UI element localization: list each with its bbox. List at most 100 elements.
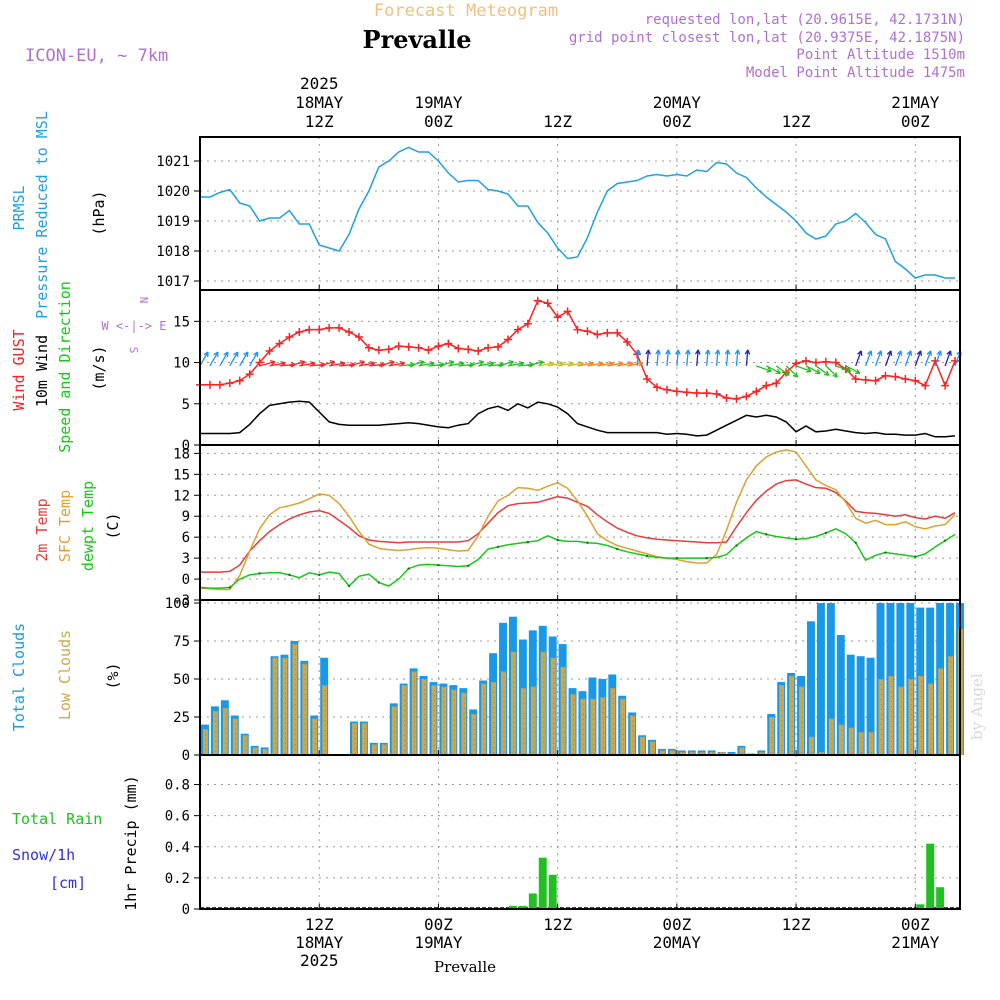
wind-arrow-head bbox=[270, 360, 276, 366]
wind-arrow-head bbox=[538, 360, 544, 366]
gust-marker bbox=[215, 380, 224, 389]
y-tick-label: 12 bbox=[173, 488, 190, 504]
gust-marker bbox=[722, 394, 731, 403]
wind-arrow-head bbox=[784, 370, 790, 376]
gust-marker bbox=[772, 379, 781, 388]
gust-marker bbox=[712, 389, 721, 398]
bottom-time-label: 2025 bbox=[300, 951, 339, 970]
wind-arrow bbox=[865, 350, 872, 367]
low-cloud-bar bbox=[550, 657, 556, 755]
gust-marker bbox=[354, 332, 363, 341]
low-cloud-bar bbox=[381, 744, 387, 755]
low-cloud-bar bbox=[918, 675, 924, 755]
low-cloud-bar bbox=[818, 751, 824, 755]
wind-arrow bbox=[219, 351, 229, 367]
top-time-label: 18MAY bbox=[295, 93, 344, 112]
gust-marker bbox=[394, 342, 403, 351]
y-tick-label: 15 bbox=[173, 467, 190, 483]
total-cloud-bar bbox=[866, 657, 875, 755]
bottom-time-label: 12Z bbox=[305, 915, 334, 934]
rain-bar bbox=[538, 857, 547, 909]
gust-marker bbox=[235, 376, 244, 385]
wind-arrow bbox=[944, 350, 952, 367]
wind-arrow-head bbox=[253, 351, 259, 358]
y-tick-label: 3 bbox=[182, 551, 190, 567]
dewpt-marker bbox=[914, 555, 917, 558]
gust-marker bbox=[951, 356, 960, 365]
wind-arrow bbox=[378, 361, 395, 367]
cloud-label-low: Low Clouds bbox=[56, 630, 74, 720]
wind-arrow-head bbox=[854, 368, 861, 375]
dewpt-marker bbox=[824, 531, 828, 535]
wind-label-10m: 10m Wind bbox=[33, 335, 51, 407]
wind-arrow bbox=[259, 361, 276, 367]
low-cloud-bar bbox=[908, 679, 914, 755]
wind-arrow-head bbox=[866, 350, 873, 356]
gust-marker bbox=[285, 332, 294, 341]
y-tick-label: 1017 bbox=[156, 274, 190, 290]
wind-arrow bbox=[805, 365, 821, 374]
low-cloud-bar bbox=[451, 689, 457, 755]
low-cloud-bar bbox=[501, 671, 506, 755]
low-cloud-bar bbox=[878, 679, 884, 755]
dewpt-marker bbox=[228, 586, 232, 589]
gust-marker bbox=[692, 389, 701, 398]
wind-arrow bbox=[497, 361, 514, 367]
precip-label-cm: [cm] bbox=[50, 874, 86, 892]
gust-marker bbox=[295, 328, 304, 337]
wind-arrow bbox=[706, 349, 709, 366]
dewpt-marker bbox=[794, 538, 798, 541]
wind-arrow-head bbox=[694, 349, 701, 355]
pressure-label-prmsl: PRMSL bbox=[10, 185, 28, 230]
dewpt-marker bbox=[288, 573, 291, 577]
wind-arrow bbox=[686, 349, 689, 366]
pressure-label-unit: (hPa) bbox=[90, 190, 108, 235]
wind-arrow bbox=[329, 362, 346, 367]
wind-arrow-head bbox=[946, 350, 952, 356]
y-tick-label: 15 bbox=[173, 314, 190, 330]
wind-arrow-head bbox=[203, 351, 209, 358]
low-cloud-bar bbox=[679, 751, 685, 755]
wind-arrow-head bbox=[448, 360, 455, 366]
gust-marker bbox=[543, 299, 552, 308]
gust-marker bbox=[533, 296, 542, 305]
gust-marker bbox=[931, 356, 940, 365]
wind-arrow-head bbox=[478, 360, 485, 366]
low-cloud-bar bbox=[650, 741, 655, 755]
low-cloud-bar bbox=[252, 747, 258, 755]
low-cloud-bar bbox=[401, 685, 407, 755]
gust-marker bbox=[672, 387, 681, 396]
gust-marker bbox=[851, 375, 860, 384]
wind-arrow bbox=[756, 365, 772, 372]
low-cloud-bar bbox=[491, 682, 497, 755]
low-cloud-bar bbox=[898, 686, 904, 755]
dewpt-marker bbox=[467, 564, 470, 567]
10m-wind-line bbox=[200, 400, 956, 438]
wind-arrow-head bbox=[714, 349, 721, 355]
wind-arrow bbox=[874, 350, 882, 367]
gust-marker bbox=[682, 388, 691, 397]
low-cloud-bar bbox=[391, 706, 397, 755]
wind-arrow-head bbox=[675, 349, 681, 355]
gust-marker bbox=[652, 383, 661, 392]
dewpt-temp-line bbox=[199, 527, 956, 589]
wind-arrow-head bbox=[916, 350, 923, 356]
bottom-time-label: 21MAY bbox=[891, 933, 940, 952]
gust-marker bbox=[225, 379, 234, 388]
bottom-time-label: 20MAY bbox=[653, 933, 702, 952]
bottom-location: Prevalle bbox=[434, 958, 496, 976]
low-cloud-bar bbox=[719, 751, 725, 755]
sfc-temp-line bbox=[199, 449, 956, 591]
wind-arrow bbox=[319, 361, 335, 367]
low-cloud-bar bbox=[799, 686, 805, 755]
wind-arrow bbox=[646, 349, 650, 366]
y-tick-label: 1019 bbox=[156, 214, 190, 230]
y-tick-label: 25 bbox=[173, 710, 190, 726]
wind-arrow-head bbox=[876, 350, 883, 356]
wind-arrow bbox=[884, 350, 892, 367]
wind-key-s: S bbox=[127, 347, 140, 354]
wind-arrow bbox=[696, 349, 699, 366]
wind-label-speed: Speed and Direction bbox=[56, 281, 74, 453]
panel-temperature: -3 0 3 6 9 12 15 18 bbox=[173, 444, 961, 609]
